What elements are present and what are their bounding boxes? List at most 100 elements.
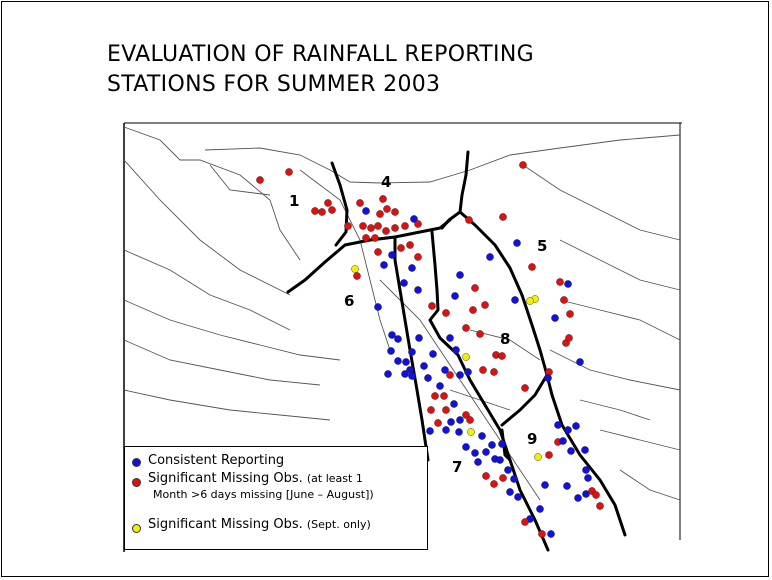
station-consistent [582, 490, 590, 498]
station-missing [476, 330, 484, 338]
station-missing [328, 206, 336, 214]
legend-yellow-marker [132, 524, 141, 533]
region-label-5: 5 [537, 237, 547, 255]
station-consistent [420, 362, 428, 370]
station-consistent [442, 426, 450, 434]
station-missing [406, 241, 414, 249]
stations [256, 161, 604, 538]
station-consistent [581, 446, 589, 454]
station-consistent [474, 458, 482, 466]
station-missing [414, 253, 422, 261]
station-consistent [455, 428, 463, 436]
station-consistent [394, 357, 402, 365]
legend-sept-label: Significant Missing Obs. (Sept. only) [148, 517, 371, 532]
station-missing [521, 384, 529, 392]
station-missing [401, 222, 409, 230]
station-missing-sept [534, 453, 542, 461]
station-consistent [563, 482, 571, 490]
station-missing [462, 324, 470, 332]
station-consistent [482, 448, 490, 456]
station-consistent [384, 370, 392, 378]
station-missing [556, 278, 564, 286]
station-missing [592, 491, 600, 499]
region-label-4: 4 [381, 173, 391, 191]
station-consistent [462, 443, 470, 451]
station-consistent [424, 374, 432, 382]
station-missing [285, 168, 293, 176]
station-missing [442, 309, 450, 317]
legend: Consistent Reporting Significant Missing… [124, 446, 428, 550]
station-consistent [380, 261, 388, 269]
legend-sept-note: (Sept. only) [306, 518, 371, 531]
station-missing [311, 207, 319, 215]
station-consistent [415, 334, 423, 342]
region-label-7: 7 [452, 458, 462, 476]
station-missing [499, 474, 507, 482]
station-consistent [572, 422, 580, 430]
station-consistent [511, 296, 519, 304]
station-consistent [486, 253, 494, 261]
station-missing [440, 392, 448, 400]
station-missing [391, 224, 399, 232]
station-missing [359, 222, 367, 230]
station-missing [471, 284, 479, 292]
station-consistent [574, 494, 582, 502]
station-missing [367, 224, 375, 232]
station-consistent [488, 441, 496, 449]
station-missing [383, 205, 391, 213]
region-labels: 1 4 5 6 7 8 9 [289, 173, 547, 476]
station-missing-sept [351, 265, 359, 273]
station-consistent [388, 331, 396, 339]
legend-missing-label: Significant Missing Obs. (at least 1 [148, 471, 363, 486]
station-consistent [452, 346, 460, 354]
station-consistent [536, 505, 544, 513]
station-missing [490, 368, 498, 376]
region-label-9: 9 [527, 430, 537, 448]
station-missing [434, 419, 442, 427]
region-label-6: 6 [344, 292, 354, 310]
station-consistent [576, 358, 584, 366]
station-missing [498, 352, 506, 360]
station-consistent [582, 466, 590, 474]
station-consistent [559, 437, 567, 445]
title-line-1: EVALUATION OF RAINFALL REPORTING [107, 42, 534, 67]
station-missing [371, 234, 379, 242]
station-missing [479, 366, 487, 374]
region-label-8: 8 [500, 330, 510, 348]
station-missing [391, 208, 399, 216]
station-missing [318, 208, 326, 216]
station-consistent [471, 449, 479, 457]
station-consistent [584, 474, 592, 482]
station-missing [466, 416, 474, 424]
station-consistent [451, 292, 459, 300]
station-consistent [408, 348, 416, 356]
region-label-1: 1 [289, 192, 299, 210]
station-missing [442, 406, 450, 414]
station-missing [519, 161, 527, 169]
station-missing [324, 199, 332, 207]
station-consistent [456, 271, 464, 279]
station-missing [376, 210, 384, 218]
station-missing [566, 310, 574, 318]
station-missing [344, 222, 352, 230]
station-missing [353, 272, 361, 280]
station-consistent [513, 239, 521, 247]
station-consistent [450, 400, 458, 408]
legend-missing-note-2: Month >6 days missing [June – August]) [153, 488, 374, 501]
station-missing [362, 234, 370, 242]
station-consistent [498, 440, 506, 448]
station-consistent [456, 371, 464, 379]
station-missing [427, 406, 435, 414]
station-consistent [514, 493, 522, 501]
station-consistent [402, 358, 410, 366]
legend-consistent-label: Consistent Reporting [148, 453, 285, 468]
station-consistent [362, 207, 370, 215]
station-missing [356, 199, 364, 207]
station-missing [465, 216, 473, 224]
station-consistent [564, 280, 572, 288]
station-consistent [478, 432, 486, 440]
station-consistent [544, 374, 552, 382]
station-missing [521, 518, 529, 526]
station-missing [374, 222, 382, 230]
station-missing [538, 530, 546, 538]
